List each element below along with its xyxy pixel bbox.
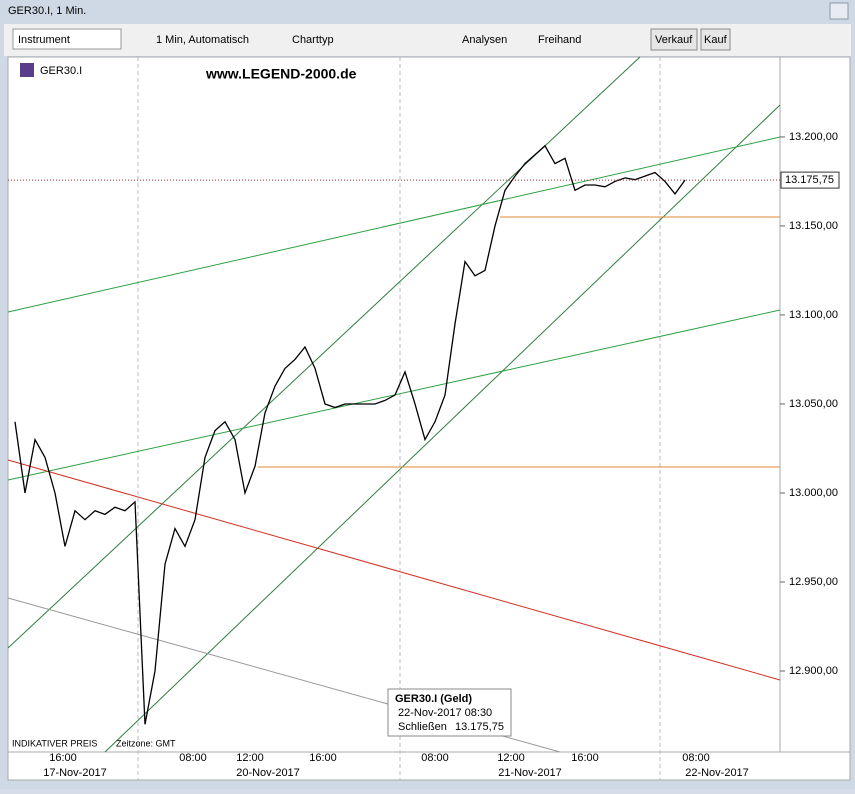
y-tick-label: 12.900,00 (789, 665, 838, 677)
instrument-placeholder: Instrument (18, 34, 70, 46)
x-time-label: 12:00 (497, 752, 525, 764)
charttype-dropdown[interactable]: Charttyp (292, 34, 334, 46)
y-tick-label: 13.050,00 (789, 398, 838, 410)
tooltip-time: 22-Nov-2017 08:30 (398, 707, 492, 719)
buy-button[interactable] (700, 28, 731, 51)
close-button[interactable] (829, 2, 849, 20)
x-time-label: 08:00 (179, 752, 207, 764)
plot-area (7, 56, 781, 753)
x-time-label: 08:00 (421, 752, 449, 764)
timezone: Zeitzone: GMT (116, 738, 176, 748)
y-tick-label: 13.200,00 (789, 131, 838, 143)
x-time-label: 16:00 (571, 752, 599, 764)
x-date-label: 17-Nov-2017 (43, 767, 107, 779)
trendline (7, 459, 781, 681)
tooltip-title: GER30.I (Geld) (395, 693, 472, 705)
last-price-label: 13.175,75 (785, 174, 834, 186)
x-time-label: 12:00 (236, 752, 264, 764)
last-price-box (780, 171, 840, 189)
instrument-input[interactable] (12, 28, 122, 50)
x-axis-area (7, 751, 851, 781)
interval-dropdown[interactable]: 1 Min, Automatisch (156, 34, 249, 46)
y-tick-label: 13.000,00 (789, 487, 838, 499)
cfd-icon (20, 63, 34, 77)
y-tick-label: 13.100,00 (789, 309, 838, 321)
x-time-label: 16:00 (49, 752, 77, 764)
tooltip (387, 688, 512, 737)
footnote: INDIKATIVER PREIS (12, 738, 97, 748)
tooltip-close: 13.175,75 (455, 721, 504, 733)
x-date-label: 20-Nov-2017 (236, 767, 300, 779)
x-time-label: 16:00 (309, 752, 337, 764)
y-tick-label: 12.950,00 (789, 576, 838, 588)
window-title: GER30.I, 1 Min. (8, 5, 86, 17)
trendline (104, 104, 781, 753)
freehand-dropdown[interactable]: Freihand (538, 34, 581, 46)
buy-label: Kauf (704, 34, 728, 46)
sell-button[interactable] (650, 28, 698, 51)
price-line (14, 144, 686, 725)
y-tick-label: 13.150,00 (789, 220, 838, 232)
symbol-label[interactable]: GER30.I (40, 65, 82, 77)
watermark: www.LEGEND-2000.de (205, 66, 357, 82)
tooltip-close-label: Schließen (398, 721, 447, 733)
x-time-label: 08:00 (682, 752, 710, 764)
analysis-dropdown[interactable]: Analysen (462, 34, 507, 46)
trendline (7, 136, 781, 313)
x-date-label: 21-Nov-2017 (498, 767, 562, 779)
chart: 12.900,00 12.950,00 13.000,00 13.050,00 13.1… (8, 131, 840, 779)
sell-label: Verkauf (655, 34, 693, 46)
x-date-label: 22-Nov-2017 (685, 767, 749, 779)
